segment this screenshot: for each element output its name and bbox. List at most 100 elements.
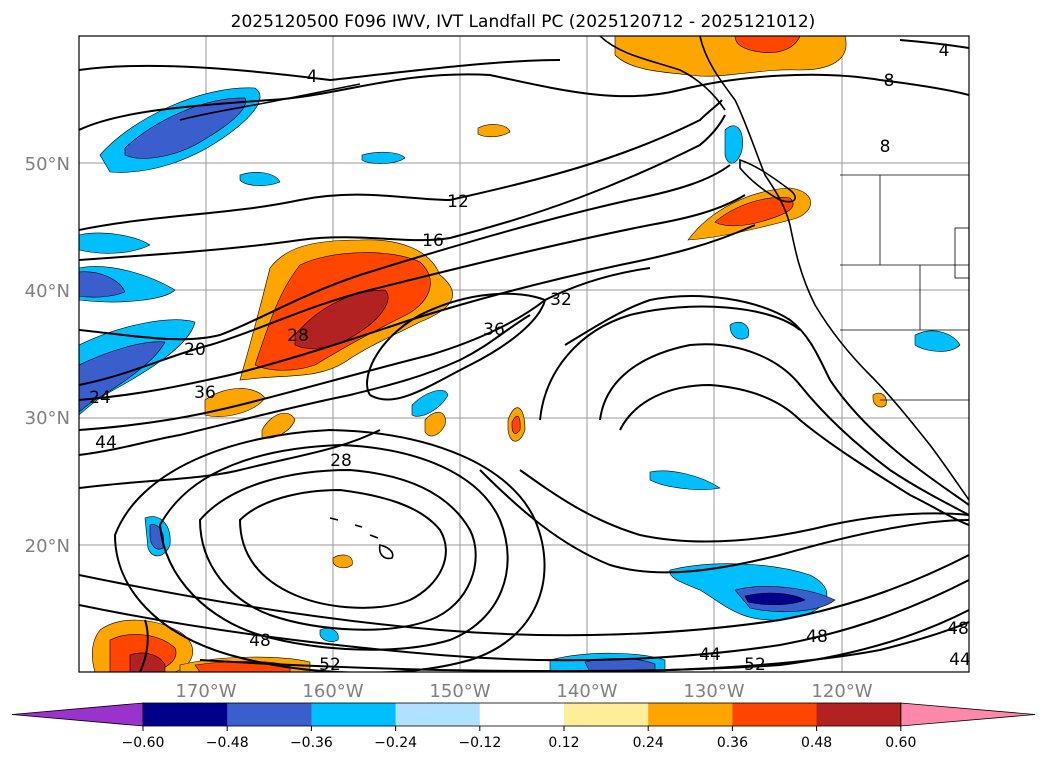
colorbar-segment [479, 703, 565, 726]
state-box [954, 227, 969, 279]
iwv-pos-region-small3 [872, 392, 887, 408]
colorbar-segment [311, 703, 397, 726]
contour-24 [79, 194, 746, 386]
colorbar-tick-label: 0.12 [548, 735, 579, 751]
lon-label-140w: 140°W [556, 681, 617, 702]
hawaii-islands [329, 517, 394, 560]
contour-label-8-coast: 8 [880, 137, 891, 157]
map-frame [78, 35, 970, 673]
lat-label-20: 20°N [25, 536, 70, 557]
iwv-pos-region-small1 [477, 124, 511, 138]
colorbar-segment [227, 703, 312, 726]
contour-label-48-south: 48 [806, 627, 828, 647]
colorbar-tick-label: −0.12 [458, 735, 501, 751]
contour-label-20: 20 [184, 340, 206, 360]
colorbar-tick-label: 0.24 [633, 735, 664, 751]
iwv-pos-region-coast-mid [714, 197, 794, 227]
lon-label-160w: 160°W [302, 681, 363, 702]
contour-label-8-east: 8 [884, 71, 895, 91]
iwv-neg-region-nw-core [124, 97, 246, 159]
lon-labels: 170°W 160°W 150°W 140°W 130°W 120°W [175, 681, 872, 702]
colorbar-outline [142, 702, 902, 727]
contour-south-4 [599, 621, 969, 672]
contour-arc-2 [599, 343, 969, 516]
contour-sw-edge [139, 619, 149, 672]
colorbar: −0.60 −0.48 −0.36 −0.24 −0.12 0.12 0.24 0.36 0.4… [11, 702, 1036, 751]
iwv-neg-region-mid [729, 321, 750, 340]
lon-label-130w: 130°W [683, 681, 744, 702]
contour-loop-2 [238, 488, 447, 609]
iwv-neg-region-small1 [649, 470, 721, 490]
colorbar-tick-label: −0.24 [374, 735, 417, 751]
lat-labels: 50°N 40°N 30°N 20°N [25, 154, 70, 557]
contour-label-24: 24 [89, 388, 111, 408]
negative-anomaly-regions [79, 87, 961, 672]
lon-label-150w: 150°W [429, 681, 490, 702]
contour-label-44-east: 44 [949, 650, 971, 670]
contour-arc-3 [619, 383, 969, 526]
positive-anomaly-regions [91, 36, 887, 672]
contour-label-48-west: 48 [249, 631, 271, 651]
political-borders [840, 174, 969, 401]
contour-32 [79, 267, 651, 431]
lon-label-170w: 170°W [175, 681, 236, 702]
colorbar-segment [564, 703, 649, 726]
lat-label-50: 50°N [25, 154, 70, 175]
iwv-pos-region-north-mid [734, 36, 801, 53]
contour-label-48-east: 48 [947, 619, 969, 639]
iwv-neg-region-small2 [239, 172, 281, 186]
contour-loop-1 [366, 292, 547, 401]
iwv-neg-region-sw-core [79, 341, 166, 413]
contour-label-52-south: 52 [744, 655, 766, 675]
contour-loop-3 [198, 468, 477, 631]
iwv-neg-region-west-core [79, 271, 126, 298]
contour-4 [79, 59, 561, 82]
iwv-neg-region-southeast-deep [744, 592, 806, 606]
contour-south-1 [79, 554, 969, 637]
map-area: 4 4 8 8 12 16 20 24 28 28 32 36 36 44 44… [79, 36, 971, 675]
contour-east-inner-2 [519, 469, 969, 543]
colorbar-extend-high [900, 702, 1036, 727]
iwv-neg-region-east [914, 330, 961, 352]
contour-east-inner [479, 469, 969, 574]
alaska-coast [599, 36, 726, 111]
vancouver-island [739, 158, 796, 203]
colorbar-tick-label: −0.36 [290, 735, 333, 751]
contour-south-2 [79, 579, 969, 662]
iwv-pos-region-west2 [261, 412, 296, 439]
contour-12 [79, 99, 723, 231]
colorbar-tick-label: −0.60 [122, 735, 165, 751]
iwv-pos-region-small2 [332, 554, 353, 569]
aleutian-chain [179, 83, 361, 121]
iwv-neg-region-north [361, 151, 406, 164]
colorbar-segment [732, 703, 818, 726]
lat-label-30: 30°N [25, 408, 70, 429]
ivt-contours [79, 39, 969, 672]
colorbar-segment [648, 703, 733, 726]
colorbar-tick-label: −0.48 [206, 735, 249, 751]
contour-arc-4 [539, 305, 801, 421]
contour-16 [79, 114, 726, 261]
contour-label-52-west: 52 [319, 655, 341, 675]
contour-label-16: 16 [422, 231, 444, 251]
north-america-coast [699, 36, 969, 501]
contour-arc-1 [564, 295, 969, 506]
iwv-neg-region-coast [724, 125, 743, 164]
lat-label-40: 40°N [25, 281, 70, 302]
contour-loop-4 [158, 443, 509, 651]
contour-36 [79, 314, 531, 456]
contour-label-44-west: 44 [95, 433, 117, 453]
contour-labels: 4 4 8 8 12 16 20 24 28 28 32 36 36 44 44… [89, 41, 971, 675]
iwv-pos-region-sw-core [129, 652, 166, 672]
contour-label-4-east: 4 [939, 41, 950, 61]
colorbar-extend-low [11, 702, 144, 727]
colorbar-tick-label: 0.48 [801, 735, 832, 751]
contour-label-4-west: 4 [307, 67, 318, 87]
iwv-pos-region-center-mid [511, 415, 521, 434]
contour-label-44-south: 44 [699, 645, 721, 665]
contour-label-12: 12 [447, 192, 469, 212]
iwv-neg-region-hawaii [411, 390, 449, 417]
contour-loop-5 [113, 428, 546, 672]
